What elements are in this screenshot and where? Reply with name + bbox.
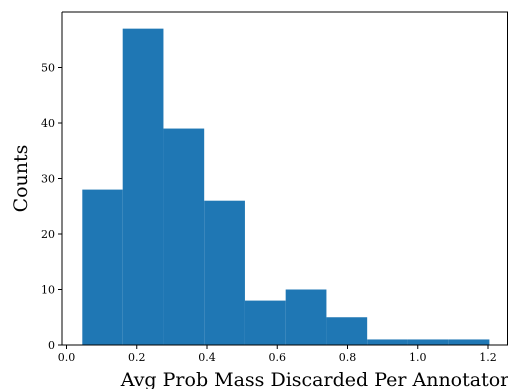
histogram-bar: [407, 339, 449, 345]
y-axis-ticks: 0 10 20 30 40 50: [41, 62, 62, 352]
histogram-bar: [326, 317, 368, 345]
histogram-bar: [204, 200, 245, 345]
x-tick-label: 0.8: [339, 351, 357, 364]
x-tick-label: 0.2: [128, 351, 146, 364]
y-tick-label: 40: [41, 117, 55, 130]
histogram-bar: [163, 128, 205, 345]
histogram-bars: [82, 28, 490, 346]
y-tick-label: 20: [41, 228, 55, 241]
x-tick-label: 1.2: [479, 351, 497, 364]
x-axis-label: Avg Prob Mass Discarded Per Annotator: [120, 369, 508, 389]
y-tick-label: 50: [41, 62, 55, 75]
y-tick-label: 10: [41, 284, 55, 297]
y-tick-label: 0: [48, 339, 55, 352]
x-tick-label: 0.0: [58, 351, 76, 364]
x-axis-ticks: 0.0 0.2 0.4 0.6 0.8 1.0 1.2: [58, 345, 497, 364]
x-tick-label: 1.0: [409, 351, 427, 364]
histogram-bar: [448, 339, 490, 345]
y-axis-label: Counts: [10, 145, 32, 213]
histogram-bar: [285, 289, 327, 345]
x-tick-label: 0.4: [198, 351, 216, 364]
y-tick-label: 30: [41, 173, 55, 186]
histogram-bar: [244, 300, 286, 345]
histogram-bar: [367, 339, 408, 345]
x-tick-label: 0.6: [269, 351, 287, 364]
histogram-bar: [82, 189, 123, 345]
histogram-bar: [122, 28, 164, 346]
